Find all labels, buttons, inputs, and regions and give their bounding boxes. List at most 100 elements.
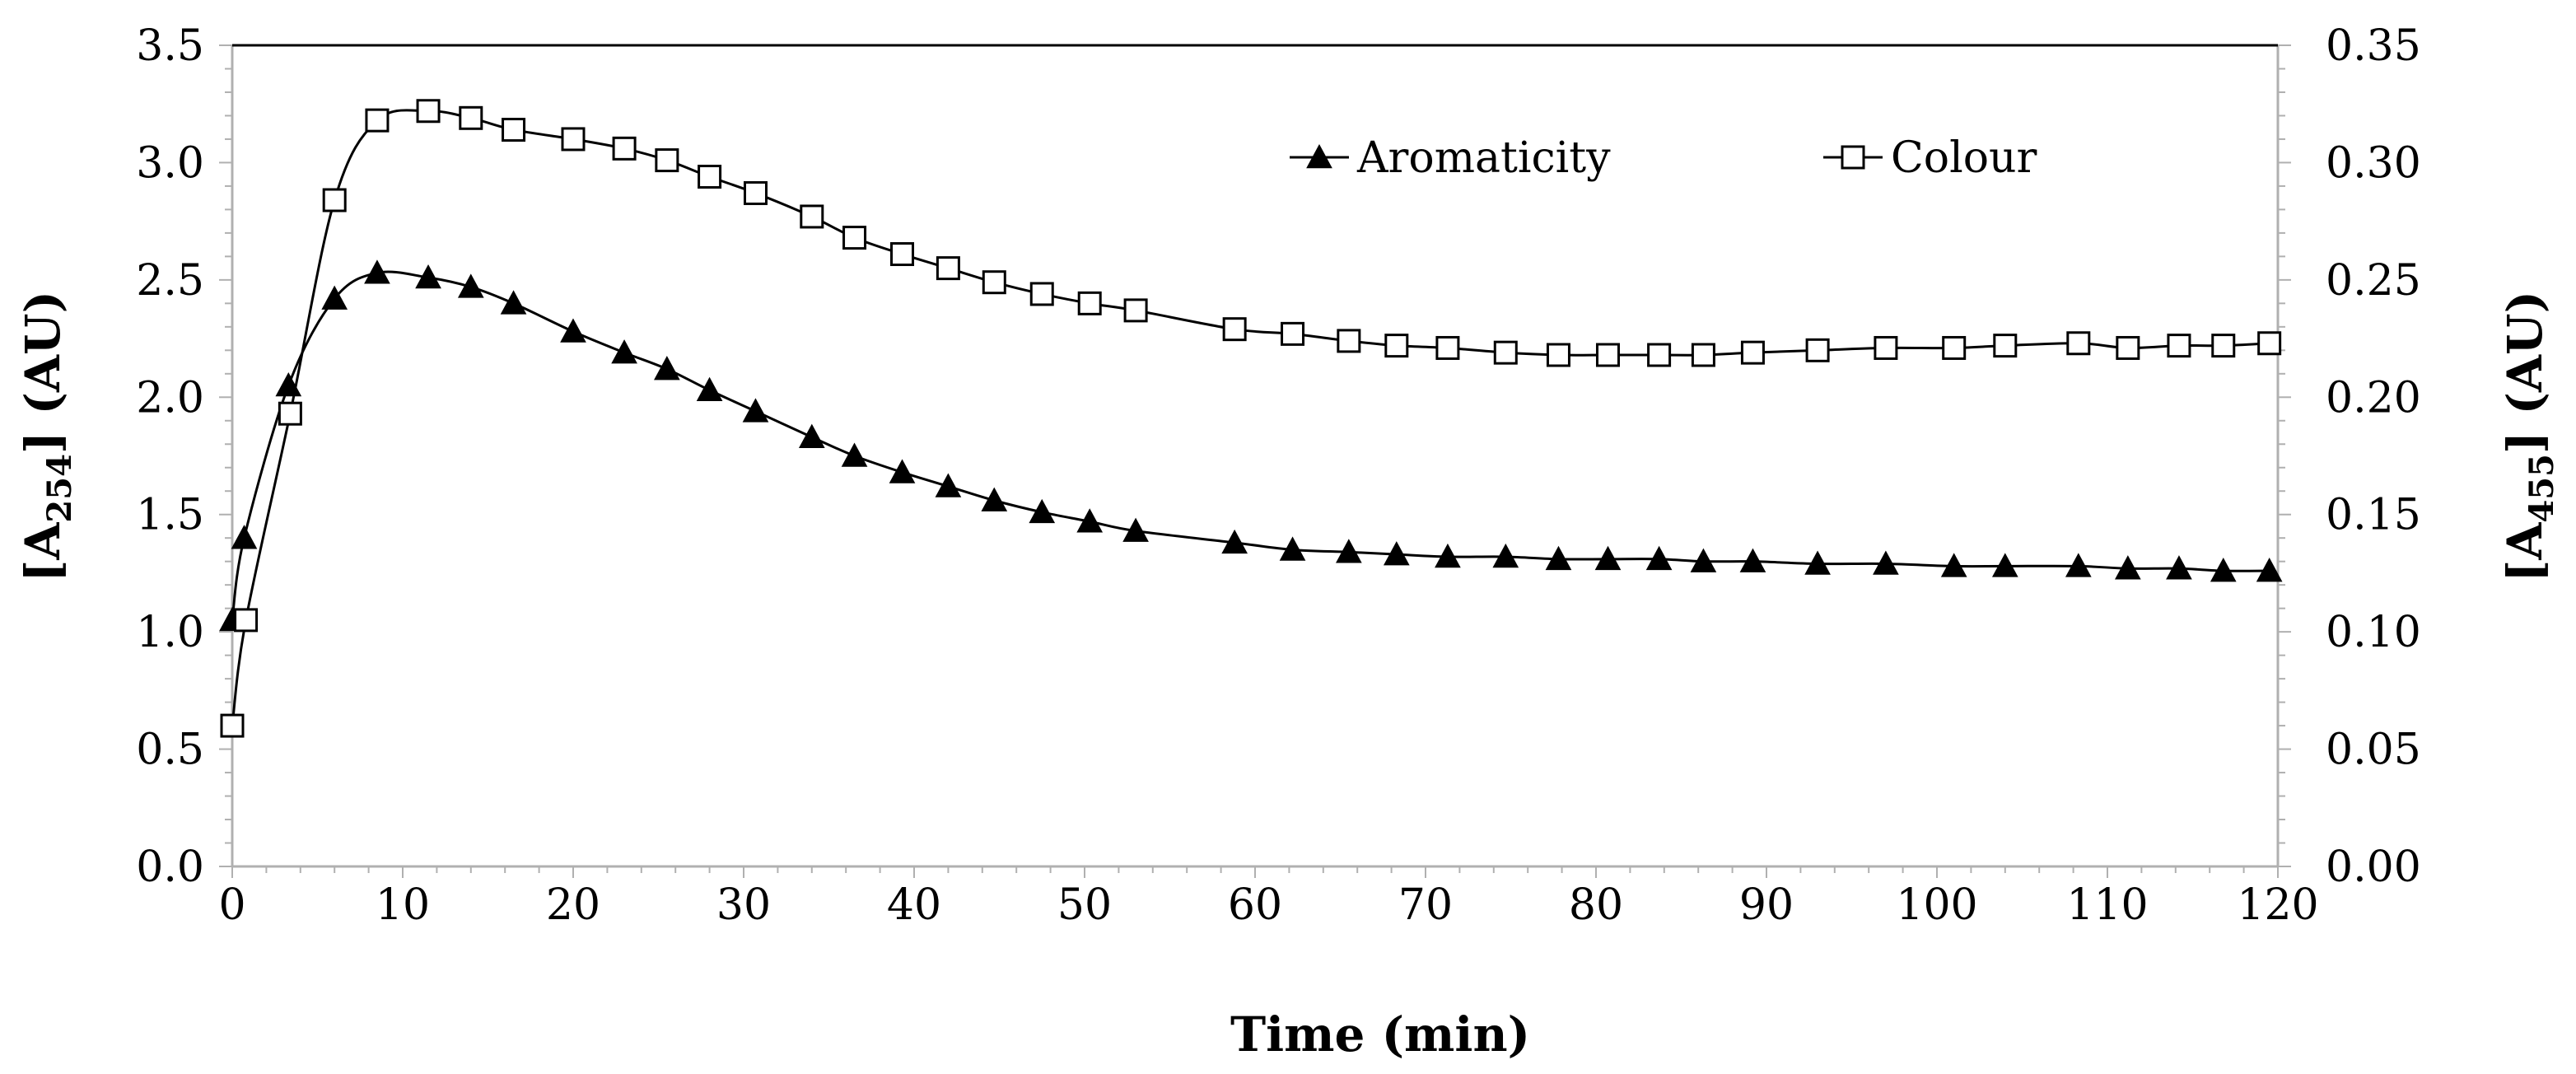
x-tick-label: 90 bbox=[1739, 880, 1794, 930]
legend-marker bbox=[1306, 143, 1332, 169]
y-right-tick-label: 0.20 bbox=[2326, 373, 2421, 423]
series-colour bbox=[220, 99, 2282, 738]
aromaticity-point bbox=[1492, 543, 1519, 568]
colour-point bbox=[459, 105, 483, 130]
y-right-title-sub: 455 bbox=[2522, 454, 2561, 523]
aromaticity-point bbox=[611, 339, 637, 364]
x-tick-label: 60 bbox=[1228, 880, 1282, 930]
colour-point bbox=[1805, 338, 1830, 362]
colour-point bbox=[800, 204, 824, 229]
y-left-tick-label: 2.0 bbox=[136, 373, 204, 423]
colour-point bbox=[365, 108, 390, 133]
y-axis-left-title: [A254] (AU) bbox=[15, 291, 79, 582]
colour-point bbox=[890, 242, 915, 267]
ticks-group: 0 10 20 30 40 50 60 70 80 90 100 110 120 0.0 0.5 1.0 1.5… bbox=[136, 21, 2420, 930]
colour-point bbox=[416, 99, 441, 124]
aromaticity-point bbox=[1594, 545, 1622, 571]
legend: Aromaticity Colour bbox=[1290, 133, 2037, 183]
aromaticity-point bbox=[231, 525, 258, 549]
x-tick-label: 0 bbox=[218, 880, 245, 930]
y-right-tick-label: 0.00 bbox=[2326, 843, 2421, 892]
y-right-tick-label: 0.30 bbox=[2326, 138, 2421, 188]
x-tick-label: 30 bbox=[716, 880, 771, 930]
x-tick-label: 120 bbox=[2237, 880, 2318, 930]
colour-point bbox=[1493, 340, 1518, 365]
aromaticity-point bbox=[1076, 508, 1104, 533]
colour-point bbox=[1993, 334, 2018, 358]
series-group bbox=[219, 99, 2283, 738]
y-axis-left-title-text: [A254] (AU) bbox=[15, 291, 79, 582]
aromaticity-point bbox=[1279, 536, 1306, 561]
aromaticity-point bbox=[935, 473, 962, 497]
y-right-title-main: [A bbox=[2497, 522, 2553, 582]
series-aromaticity bbox=[219, 259, 2283, 632]
aromaticity-point bbox=[2166, 555, 2192, 580]
colour-point bbox=[1029, 282, 1054, 306]
y-right-tick-label: 0.15 bbox=[2326, 491, 2421, 540]
colour-point bbox=[322, 188, 347, 212]
colour-point bbox=[612, 136, 637, 161]
legend-item-colour: Colour bbox=[1823, 133, 2037, 183]
legend-marker bbox=[1841, 145, 1865, 170]
aromaticity-point bbox=[500, 290, 527, 315]
colour-point bbox=[1077, 291, 1102, 315]
aromaticity-point bbox=[321, 285, 348, 310]
y-axis-right-title: [A455] (AU) bbox=[2497, 291, 2561, 582]
x-tick-label: 110 bbox=[2066, 880, 2148, 930]
aromaticity-point bbox=[457, 273, 484, 298]
aromaticity-point bbox=[2256, 558, 2283, 582]
y-left-tick-label: 2.5 bbox=[136, 256, 204, 306]
colour-point bbox=[982, 270, 1006, 295]
aromaticity-point bbox=[2065, 553, 2092, 577]
colour-point bbox=[2211, 334, 2236, 358]
colour-point bbox=[1222, 317, 1247, 342]
aromaticity-point bbox=[1221, 529, 1248, 554]
y-right-tick-label: 0.35 bbox=[2326, 21, 2421, 71]
x-tick-label: 100 bbox=[1896, 880, 1977, 930]
x-tick-label: 10 bbox=[376, 880, 430, 930]
y-left-tick-label: 3.0 bbox=[136, 138, 204, 188]
colour-point bbox=[1384, 334, 1409, 358]
aromaticity-point bbox=[1645, 545, 1673, 571]
colour-point bbox=[1435, 335, 1460, 360]
colour-point bbox=[1691, 343, 1715, 367]
colour-point bbox=[1942, 335, 1967, 360]
aromaticity-point bbox=[981, 487, 1008, 511]
aromaticity-point bbox=[1991, 553, 2018, 577]
colour-point bbox=[1595, 343, 1620, 367]
x-tick-label: 80 bbox=[1569, 880, 1623, 930]
legend-label: Colour bbox=[1891, 133, 2037, 183]
colour-point bbox=[655, 148, 679, 173]
colour-point bbox=[1123, 298, 1148, 323]
aromaticity-point bbox=[841, 442, 868, 467]
y-right-title-tail: ] (AU) bbox=[2497, 291, 2553, 454]
aromaticity-point bbox=[1029, 498, 1056, 524]
colour-point bbox=[1281, 321, 1305, 346]
aromaticity-point bbox=[654, 356, 680, 381]
colour-point bbox=[220, 713, 245, 738]
aromaticity-point bbox=[798, 423, 825, 448]
aromaticity-point bbox=[889, 459, 916, 483]
aromaticity-point bbox=[1804, 550, 1831, 575]
x-tick-label: 40 bbox=[887, 880, 941, 930]
colour-point bbox=[1647, 343, 1672, 367]
colour-point bbox=[842, 226, 867, 250]
colour-point bbox=[2066, 331, 2091, 356]
aromaticity-point bbox=[560, 318, 586, 343]
legend-label: Aromaticity bbox=[1356, 133, 1611, 183]
x-tick-label: 20 bbox=[546, 880, 600, 930]
y-left-title-main: [A bbox=[15, 522, 71, 582]
aromaticity-point bbox=[696, 376, 723, 401]
colour-point bbox=[2167, 334, 2191, 358]
aromaticity-point bbox=[1122, 517, 1149, 542]
y-left-tick-label: 0.5 bbox=[136, 726, 204, 775]
y-left-tick-label: 1.5 bbox=[136, 491, 204, 540]
aromaticity-point bbox=[2115, 555, 2141, 580]
aromaticity-point bbox=[1545, 545, 1572, 571]
aromaticity-point bbox=[1739, 548, 1766, 572]
colour-point bbox=[278, 401, 302, 426]
y-axis-right-title-text: [A455] (AU) bbox=[2497, 291, 2561, 582]
aromaticity-point bbox=[742, 398, 769, 423]
y-left-tick-label: 1.0 bbox=[136, 608, 204, 657]
